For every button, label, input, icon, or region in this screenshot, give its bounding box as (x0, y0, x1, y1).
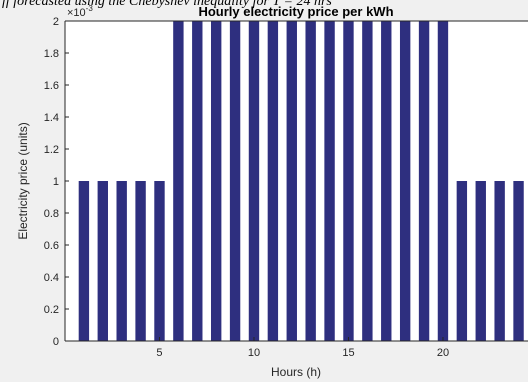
y-exponent-label: ×10-3 (67, 4, 93, 19)
bar-hour-15 (343, 21, 354, 341)
x-tick-label: 10 (248, 347, 260, 359)
y-tick-label: 0.2 (44, 304, 59, 316)
bar-hour-24 (513, 181, 524, 341)
chart-title: Hourly electricity price per kWh (198, 4, 393, 19)
y-tick-label: 0.6 (44, 240, 59, 252)
bar-hour-5 (154, 181, 165, 341)
bar-hour-3 (116, 181, 127, 341)
bar-hour-19 (418, 21, 430, 341)
y-ticks-group: 0 0.2 0.4 0.6 0.8 1 1.2 1.4 1.6 1.8 2 (44, 16, 69, 348)
bar-hour-8 (210, 21, 222, 341)
y-axis-label: Electricity price (units) (16, 122, 30, 239)
bar-hour-1 (78, 181, 90, 341)
y-tick-label: 1.2 (44, 144, 59, 156)
figure-caption: ff forecasted using the Chebyshev inequa… (2, 0, 332, 9)
y-tick-label: 1.6 (44, 80, 59, 92)
y-tick-label: 2 (53, 16, 59, 28)
x-tick-label: 5 (156, 347, 162, 359)
x-ticks-group: 5 10 15 20 (156, 337, 449, 359)
y-tick-label: 0 (53, 336, 59, 348)
bar-hour-6 (173, 21, 184, 341)
bar-hour-10 (248, 21, 260, 341)
bar-hour-20 (437, 21, 449, 341)
bar-hour-7 (192, 21, 203, 341)
bar-hour-12 (286, 21, 297, 341)
bar-hour-4 (135, 181, 146, 341)
y-exponent-power: -3 (86, 4, 94, 13)
bar-hour-11 (267, 21, 279, 341)
y-tick-label: 1 (53, 176, 59, 188)
y-exponent-base: ×10 (67, 7, 86, 19)
bar-hour-2 (97, 181, 108, 341)
x-tick-label: 20 (437, 347, 449, 359)
bar-hour-9 (229, 21, 241, 341)
bar-hour-18 (399, 21, 411, 341)
x-tick-label: 15 (342, 347, 354, 359)
bar-hour-17 (381, 21, 392, 341)
bars-group (78, 21, 524, 341)
y-tick-label: 1.8 (44, 48, 59, 60)
y-tick-label: 0.4 (44, 272, 59, 284)
bar-hour-22 (475, 181, 486, 341)
bar-hour-21 (456, 181, 468, 341)
bar-hour-16 (362, 21, 373, 341)
y-tick-label: 1.4 (44, 112, 59, 124)
bar-hour-13 (305, 21, 316, 341)
x-axis-label: Hours (h) (271, 365, 321, 379)
bar-hour-14 (324, 21, 335, 341)
y-tick-label: 0.8 (44, 208, 59, 220)
bar-hour-23 (494, 181, 505, 341)
